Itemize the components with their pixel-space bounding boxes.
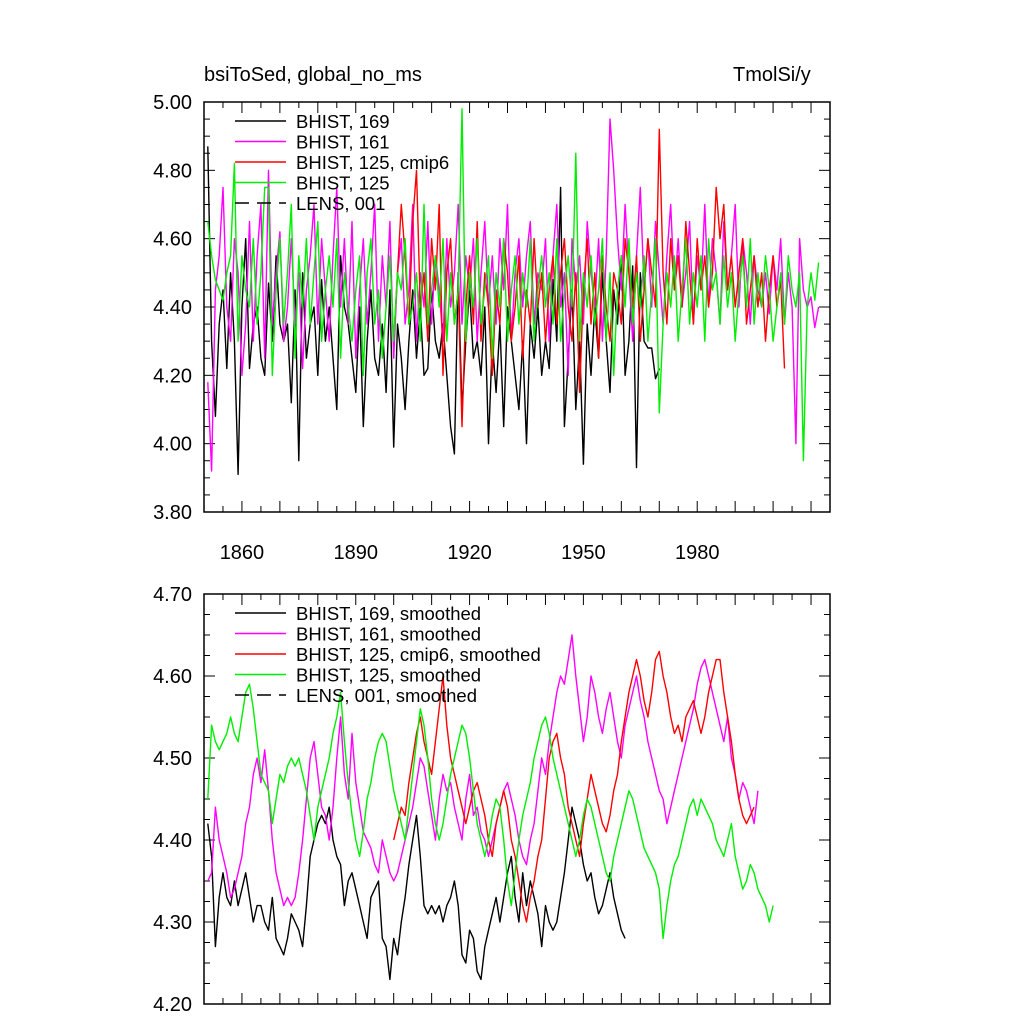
top-panel: 3.80 4.00 4.20 4.40 4.60 4.80 5.00 1860 1890 1920…: [153, 92, 831, 564]
top-y-tick-label: 5.00: [153, 92, 192, 114]
bottom-panel: 4.20 4.30 4.40 4.50 4.60 4.70 BHIST, 169, smoo…: [153, 584, 831, 1016]
top-y-tick-label: 4.80: [153, 160, 192, 182]
bottom-legend-label: BHIST, 125, smoothed: [296, 665, 481, 686]
top-legend-label: BHIST, 169: [296, 111, 390, 132]
top-legend-label: BHIST, 125, cmip6: [296, 152, 449, 173]
top-y-tick-label: 4.20: [153, 365, 192, 387]
bottom-series-line-3: [207, 683, 774, 940]
bottom-legend-label: LENS, 001, smoothed: [296, 685, 477, 706]
bottom-legend-label: BHIST, 125, cmip6, smoothed: [296, 644, 541, 665]
bottom-y-tick-label: 4.50: [153, 748, 192, 770]
plot-title-left: bsiToSed, global_no_ms: [204, 64, 422, 86]
bottom-y-tick-label: 4.30: [153, 912, 192, 934]
top-legend-label: LENS, 001: [296, 193, 385, 214]
bottom-series-line-1: [207, 634, 759, 907]
top-x-tick-label: 1980: [675, 542, 720, 564]
bottom-y-tick-label: 4.60: [153, 666, 192, 688]
bottom-series-line-0: [207, 806, 626, 981]
top-y-tick-label: 4.60: [153, 229, 192, 251]
bottom-series-group: [207, 634, 774, 981]
bottom-legend-label: BHIST, 161, smoothed: [296, 624, 481, 645]
bottom-y-tick-label: 4.20: [153, 994, 192, 1016]
top-y-tick-label: 3.80: [153, 502, 192, 524]
top-legend-label: BHIST, 125: [296, 173, 390, 194]
top-series-group: [207, 108, 820, 476]
bottom-y-tick-label: 4.40: [153, 830, 192, 852]
top-series-line-3: [207, 108, 820, 462]
bottom-y-tick-label: 4.70: [153, 584, 192, 606]
bottom-series-line-2: [393, 650, 755, 923]
top-y-tick-label: 4.40: [153, 297, 192, 319]
top-x-tick-label: 1890: [334, 542, 379, 564]
bottom-legend-label: BHIST, 169, smoothed: [296, 603, 481, 624]
top-x-tick-label: 1950: [561, 542, 606, 564]
top-x-tick-label: 1920: [447, 542, 492, 564]
top-x-tick-label: 1860: [220, 542, 265, 564]
top-legend-label: BHIST, 161: [296, 132, 390, 153]
plot-title-units: TmolSi/y: [733, 64, 811, 86]
top-y-tick-label: 4.00: [153, 434, 192, 456]
